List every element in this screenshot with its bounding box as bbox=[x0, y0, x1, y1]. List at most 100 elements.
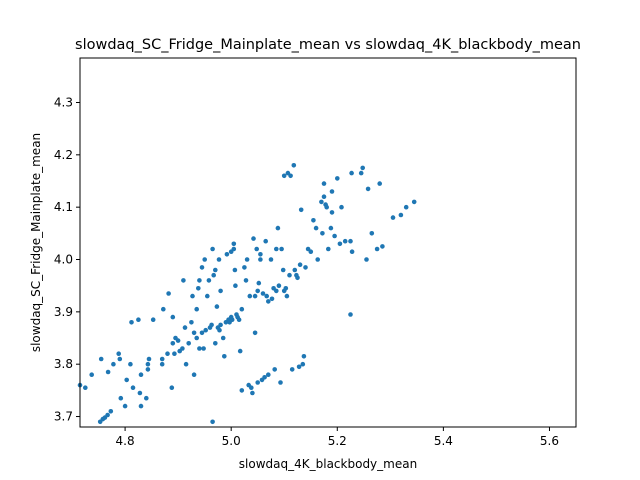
data-point bbox=[98, 356, 104, 362]
data-point bbox=[281, 173, 287, 179]
y-tick-label: 4.0 bbox=[54, 253, 73, 267]
data-point bbox=[269, 296, 275, 302]
chart-title: slowdaq_SC_Fridge_Mainplate_mean vs slow… bbox=[75, 37, 581, 53]
data-point bbox=[217, 327, 222, 333]
data-point bbox=[196, 286, 201, 291]
data-point bbox=[364, 257, 369, 262]
y-tick-label: 4.2 bbox=[54, 148, 73, 162]
data-point bbox=[218, 288, 223, 294]
data-point bbox=[365, 186, 371, 192]
data-point bbox=[180, 346, 185, 351]
data-point bbox=[138, 403, 144, 409]
data-point bbox=[242, 265, 247, 270]
data-point bbox=[166, 291, 171, 296]
data-point bbox=[232, 267, 238, 273]
data-point bbox=[210, 419, 215, 425]
data-point bbox=[231, 246, 237, 252]
data-point bbox=[337, 241, 343, 247]
data-point bbox=[210, 246, 215, 252]
points-layer bbox=[77, 163, 417, 425]
data-point bbox=[214, 304, 220, 309]
data-point bbox=[279, 246, 284, 252]
data-point bbox=[313, 225, 319, 231]
data-point bbox=[194, 306, 199, 312]
data-point bbox=[255, 380, 260, 385]
data-point bbox=[220, 335, 226, 341]
data-point bbox=[237, 348, 243, 354]
data-point bbox=[203, 327, 208, 333]
data-point bbox=[266, 372, 271, 378]
data-point bbox=[250, 390, 255, 396]
data-point bbox=[291, 163, 297, 168]
data-point bbox=[175, 338, 181, 343]
data-point bbox=[137, 390, 143, 396]
data-point bbox=[194, 335, 199, 341]
data-point bbox=[218, 322, 223, 328]
data-point bbox=[224, 252, 230, 257]
y-tick-label: 3.9 bbox=[54, 305, 73, 319]
data-point bbox=[146, 356, 152, 362]
data-point bbox=[124, 377, 129, 383]
data-point bbox=[300, 361, 306, 367]
data-point bbox=[258, 257, 263, 262]
data-point bbox=[403, 204, 409, 210]
data-point bbox=[206, 278, 212, 283]
data-point bbox=[211, 272, 216, 278]
data-point bbox=[332, 233, 337, 239]
data-point bbox=[117, 356, 123, 362]
data-point bbox=[411, 199, 417, 205]
data-point bbox=[239, 388, 245, 393]
data-point bbox=[165, 351, 170, 357]
x-tick-label: 5.0 bbox=[222, 434, 241, 448]
data-point bbox=[315, 257, 321, 262]
data-point bbox=[83, 385, 88, 391]
data-point bbox=[199, 330, 205, 336]
data-point bbox=[284, 293, 290, 299]
data-point bbox=[276, 283, 282, 289]
x-tick-label: 5.2 bbox=[328, 434, 347, 448]
data-point bbox=[288, 173, 293, 179]
data-point bbox=[348, 238, 353, 244]
data-point bbox=[252, 330, 258, 336]
data-point bbox=[348, 312, 353, 317]
x-axis-label: slowdaq_4K_blackbody_mean bbox=[239, 457, 417, 471]
data-point bbox=[289, 367, 295, 372]
x-tick-label: 5.4 bbox=[434, 434, 453, 448]
data-point bbox=[283, 286, 289, 291]
data-point bbox=[144, 395, 149, 401]
data-point bbox=[236, 317, 242, 323]
data-point bbox=[358, 170, 364, 176]
data-point bbox=[191, 330, 197, 336]
data-point bbox=[89, 372, 94, 378]
data-point bbox=[268, 257, 274, 262]
data-point bbox=[129, 320, 134, 325]
y-tick-label: 3.7 bbox=[54, 410, 73, 424]
data-point bbox=[170, 314, 176, 320]
data-point bbox=[274, 288, 279, 294]
data-point bbox=[278, 380, 283, 385]
data-point bbox=[264, 293, 270, 299]
data-point bbox=[266, 299, 271, 304]
data-point bbox=[199, 265, 205, 270]
data-point bbox=[182, 325, 188, 330]
data-point bbox=[255, 288, 260, 294]
data-point bbox=[189, 320, 194, 325]
data-point bbox=[145, 361, 151, 367]
x-tick-label: 4.8 bbox=[116, 434, 135, 448]
data-point bbox=[262, 375, 267, 380]
data-point bbox=[292, 267, 298, 273]
data-point bbox=[197, 278, 202, 283]
data-point bbox=[191, 372, 197, 378]
data-point bbox=[229, 317, 235, 323]
data-point bbox=[170, 341, 176, 346]
data-point bbox=[374, 246, 380, 252]
data-point bbox=[197, 346, 202, 351]
data-point bbox=[249, 385, 254, 391]
data-point bbox=[145, 367, 151, 372]
ticks-layer: 4.8 5.0 5.2 5.4 5.6 3.7 3.8 3.9 4.0 4.1 4.2 4.3 bbox=[54, 95, 559, 448]
data-point bbox=[301, 354, 307, 359]
data-point bbox=[380, 244, 385, 249]
data-point bbox=[377, 181, 383, 186]
